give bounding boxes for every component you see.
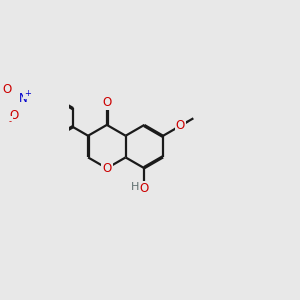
Text: +: + bbox=[24, 89, 31, 98]
Text: H: H bbox=[130, 182, 139, 192]
Text: O: O bbox=[9, 109, 18, 122]
Text: O: O bbox=[3, 83, 12, 96]
Text: -: - bbox=[9, 117, 12, 126]
Text: O: O bbox=[102, 96, 112, 109]
Text: N: N bbox=[19, 92, 28, 105]
Text: O: O bbox=[140, 182, 149, 195]
Text: O: O bbox=[176, 119, 185, 132]
Text: O: O bbox=[102, 162, 112, 175]
